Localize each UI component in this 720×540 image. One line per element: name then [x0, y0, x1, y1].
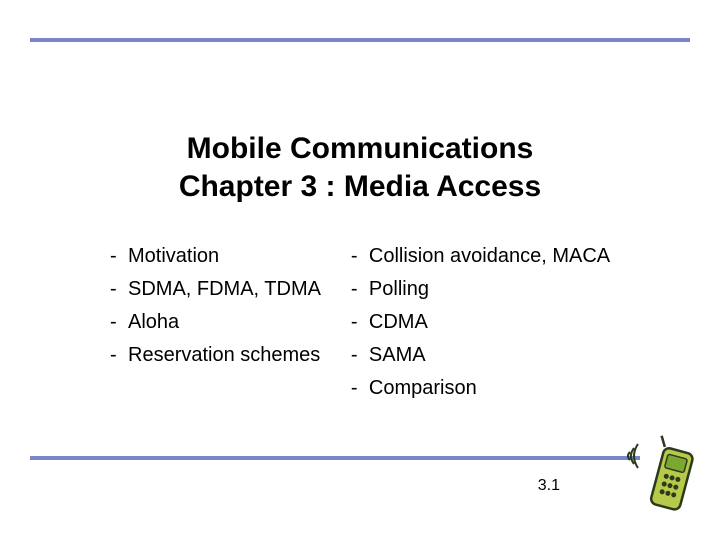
top-divider — [30, 38, 690, 42]
list-item: Polling — [351, 273, 640, 306]
page-number: 3.1 — [538, 477, 560, 495]
left-column: Motivation SDMA, FDMA, TDMA Aloha Reserv… — [110, 240, 351, 405]
list-item: SDMA, FDMA, TDMA — [110, 273, 351, 306]
list-item: Motivation — [110, 240, 351, 273]
bottom-divider — [30, 456, 640, 460]
title-line-2: Chapter 3 : Media Access — [0, 168, 720, 206]
list-item: Aloha — [110, 306, 351, 339]
slide-title: Mobile Communications Chapter 3 : Media … — [0, 130, 720, 205]
content-columns: Motivation SDMA, FDMA, TDMA Aloha Reserv… — [110, 240, 640, 405]
mobile-phone-icon — [622, 432, 702, 522]
list-item: CDMA — [351, 306, 640, 339]
list-item: SAMA — [351, 339, 640, 372]
title-line-1: Mobile Communications — [0, 130, 720, 168]
right-column: Collision avoidance, MACA Polling CDMA S… — [351, 240, 640, 405]
list-item: Collision avoidance, MACA — [351, 240, 640, 273]
list-item: Comparison — [351, 372, 640, 405]
list-item: Reservation schemes — [110, 339, 351, 372]
